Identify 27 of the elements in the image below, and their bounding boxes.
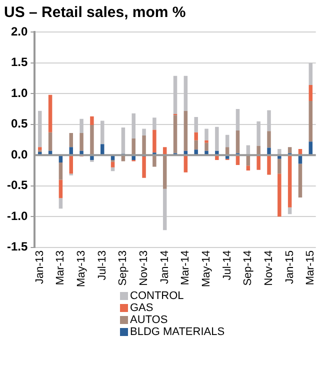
y-tick-label: -1.5 (6, 240, 28, 254)
y-tick-label: 1.5 (10, 55, 28, 70)
y-tick-label: 0.0 (10, 147, 28, 162)
x-tick-label: Mar-14 (180, 250, 192, 286)
x-tick-label: Jan-14 (158, 250, 171, 284)
x-tick-label: Jan-13 (34, 250, 46, 284)
legend-label: AUTOS (130, 314, 168, 326)
legend-label: BLDG MATERIALS (130, 326, 225, 338)
x-tick-label: Sep-13 (117, 250, 130, 286)
y-tick-label: 1.0 (10, 86, 28, 100)
x-tick-label: Nov-14 (263, 250, 276, 286)
x-tick-label: Jan-15 (284, 250, 296, 284)
x-tick-label: Jul-14 (221, 250, 234, 280)
legend-label: CONTROL (130, 290, 184, 302)
chart-title: US – Retail sales, mom % (4, 4, 187, 22)
x-tick-label: Jul-13 (96, 250, 108, 280)
x-tick-label: Sep-14 (242, 250, 254, 286)
y-tick-label: 2.0 (10, 24, 28, 39)
x-tick-label: Mar-13 (54, 250, 67, 286)
y-tick-label: 0.5 (10, 116, 28, 131)
legend-label: GAS (130, 302, 154, 314)
y-tick-label: -1.0 (6, 208, 28, 223)
x-tick-label: May-13 (76, 250, 88, 288)
x-tick-label: Nov-13 (138, 250, 150, 286)
y-tick-label: -0.5 (6, 178, 28, 192)
x-tick-label: Mar-15 (304, 250, 317, 286)
x-tick-label: May-14 (200, 250, 213, 288)
